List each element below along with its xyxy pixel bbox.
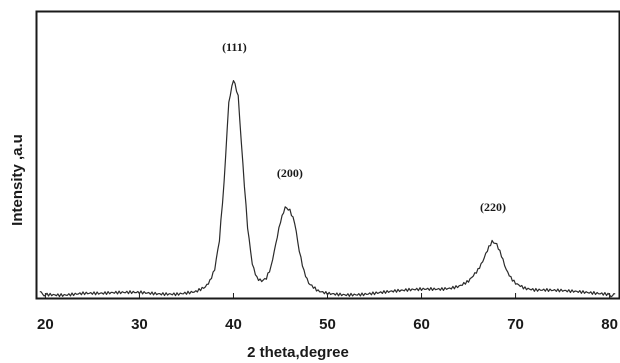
x-tick-label: 40 [225, 316, 242, 333]
plot-frame [35, 10, 620, 300]
peak-label: (200) [277, 166, 303, 180]
y-axis-title: Intensity ,a.u [9, 134, 26, 226]
xrd-series-line [39, 80, 616, 298]
x-tick-label: 80 [601, 316, 618, 333]
peak-label: (111) [222, 40, 247, 54]
series-layer [39, 80, 616, 298]
x-tick-label: 20 [37, 316, 54, 333]
x-tick-label: 70 [507, 316, 524, 333]
x-ticks [44, 293, 611, 298]
peak-label: (220) [480, 200, 506, 214]
x-tick-label: 30 [131, 316, 148, 333]
x-axis-title: 2 theta,degree [247, 344, 349, 361]
peak-labels: (111) (200) (220) [222, 40, 506, 214]
x-tick-label: 50 [319, 316, 336, 333]
x-tick-labels: 20 30 40 50 60 70 80 [37, 316, 618, 333]
x-tick-label: 60 [413, 316, 430, 333]
